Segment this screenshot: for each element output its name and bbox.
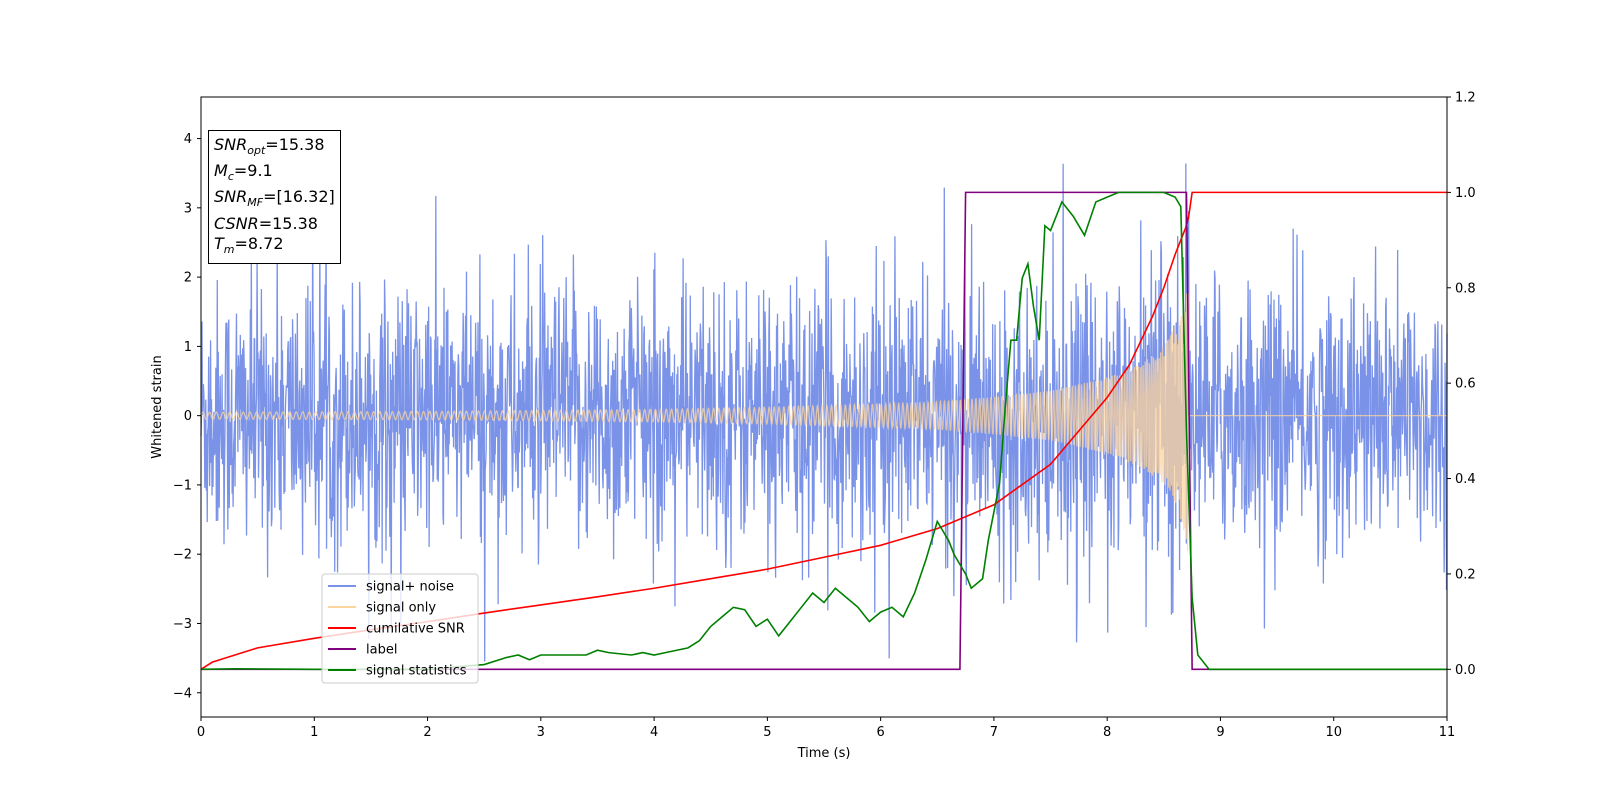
x-axis-ticks: 0 1 2 3 4 5 6 7 8 9 10 11 [197, 717, 1455, 740]
y-tick-label: −1 [173, 478, 192, 493]
y-tick-label: −4 [173, 686, 192, 701]
y2-tick-label: 0.6 [1455, 377, 1476, 392]
x-tick-label: 2 [423, 725, 431, 740]
y2-tick-label: 0.4 [1455, 472, 1476, 487]
legend-entry-label: cumilative SNR [366, 622, 465, 637]
signal-only-series [200, 286, 1447, 551]
annotation-row: CSNR=15.38 [214, 213, 318, 233]
x-tick-label: 1 [310, 725, 318, 740]
plot-frame [200, 96, 1448, 718]
x-tick-label: 4 [650, 725, 658, 740]
snr-annotation-box: SNRopt=15.38 Mc=9.1 SNRMF=[16.32] CSNR=15.3… [208, 130, 341, 264]
x-tick-label: 11 [1439, 725, 1456, 740]
y2-tick-label: 1.0 [1455, 186, 1476, 201]
x-tick-label: 10 [1325, 725, 1342, 740]
signal-noise-series [200, 163, 1448, 662]
annotation-row: SNRMF=[16.32] [214, 187, 335, 210]
y-tick-label: 0 [184, 409, 192, 424]
legend-entry-label: signal statistics [366, 664, 467, 679]
y-tick-label: 4 [184, 132, 192, 147]
x-tick-label: 8 [1103, 725, 1111, 740]
legend-entry-label: signal+ noise [366, 580, 454, 595]
y-axis-label: Whitened strain [150, 355, 165, 458]
signal-only-line [200, 286, 1447, 551]
legend-entry-label: label [366, 643, 397, 658]
x-tick-label: 7 [990, 725, 998, 740]
signal-statistics-line [200, 191, 1447, 671]
x-tick-label: 6 [876, 725, 884, 740]
y2-tick-label: 0.2 [1455, 567, 1476, 582]
y-tick-label: −2 [173, 548, 192, 563]
legend: signal+ noise signal only cumilative SNR la… [321, 573, 479, 684]
signal-noise-line [200, 163, 1448, 662]
y-tick-label: −3 [173, 617, 192, 632]
y2-tick-label: 0.8 [1455, 281, 1476, 296]
y-tick-label: 3 [184, 201, 192, 216]
y-axis-ticks: −4 −3 −2 −1 0 1 2 3 4 [173, 132, 201, 701]
annotation-row: Mc=9.1 [214, 161, 273, 184]
legend-entry-label: signal only [366, 601, 436, 616]
y2-tick-label: 0.0 [1455, 663, 1476, 678]
y2-axis-ticks: 0.0 0.2 0.4 0.6 0.8 1.0 1.2 [1447, 91, 1476, 678]
x-axis-label: Time (s) [797, 746, 851, 761]
y-tick-label: 2 [184, 271, 192, 286]
legend-box [321, 573, 479, 684]
x-tick-label: 0 [197, 725, 205, 740]
y-tick-label: 1 [184, 340, 192, 355]
annotation-row: SNRopt=15.38 [214, 135, 325, 158]
y2-tick-label: 1.2 [1455, 91, 1476, 106]
x-tick-label: 9 [1216, 725, 1224, 740]
annotation-row: Tm=8.72 [214, 233, 284, 256]
x-tick-label: 3 [537, 725, 545, 740]
x-tick-label: 5 [763, 725, 771, 740]
